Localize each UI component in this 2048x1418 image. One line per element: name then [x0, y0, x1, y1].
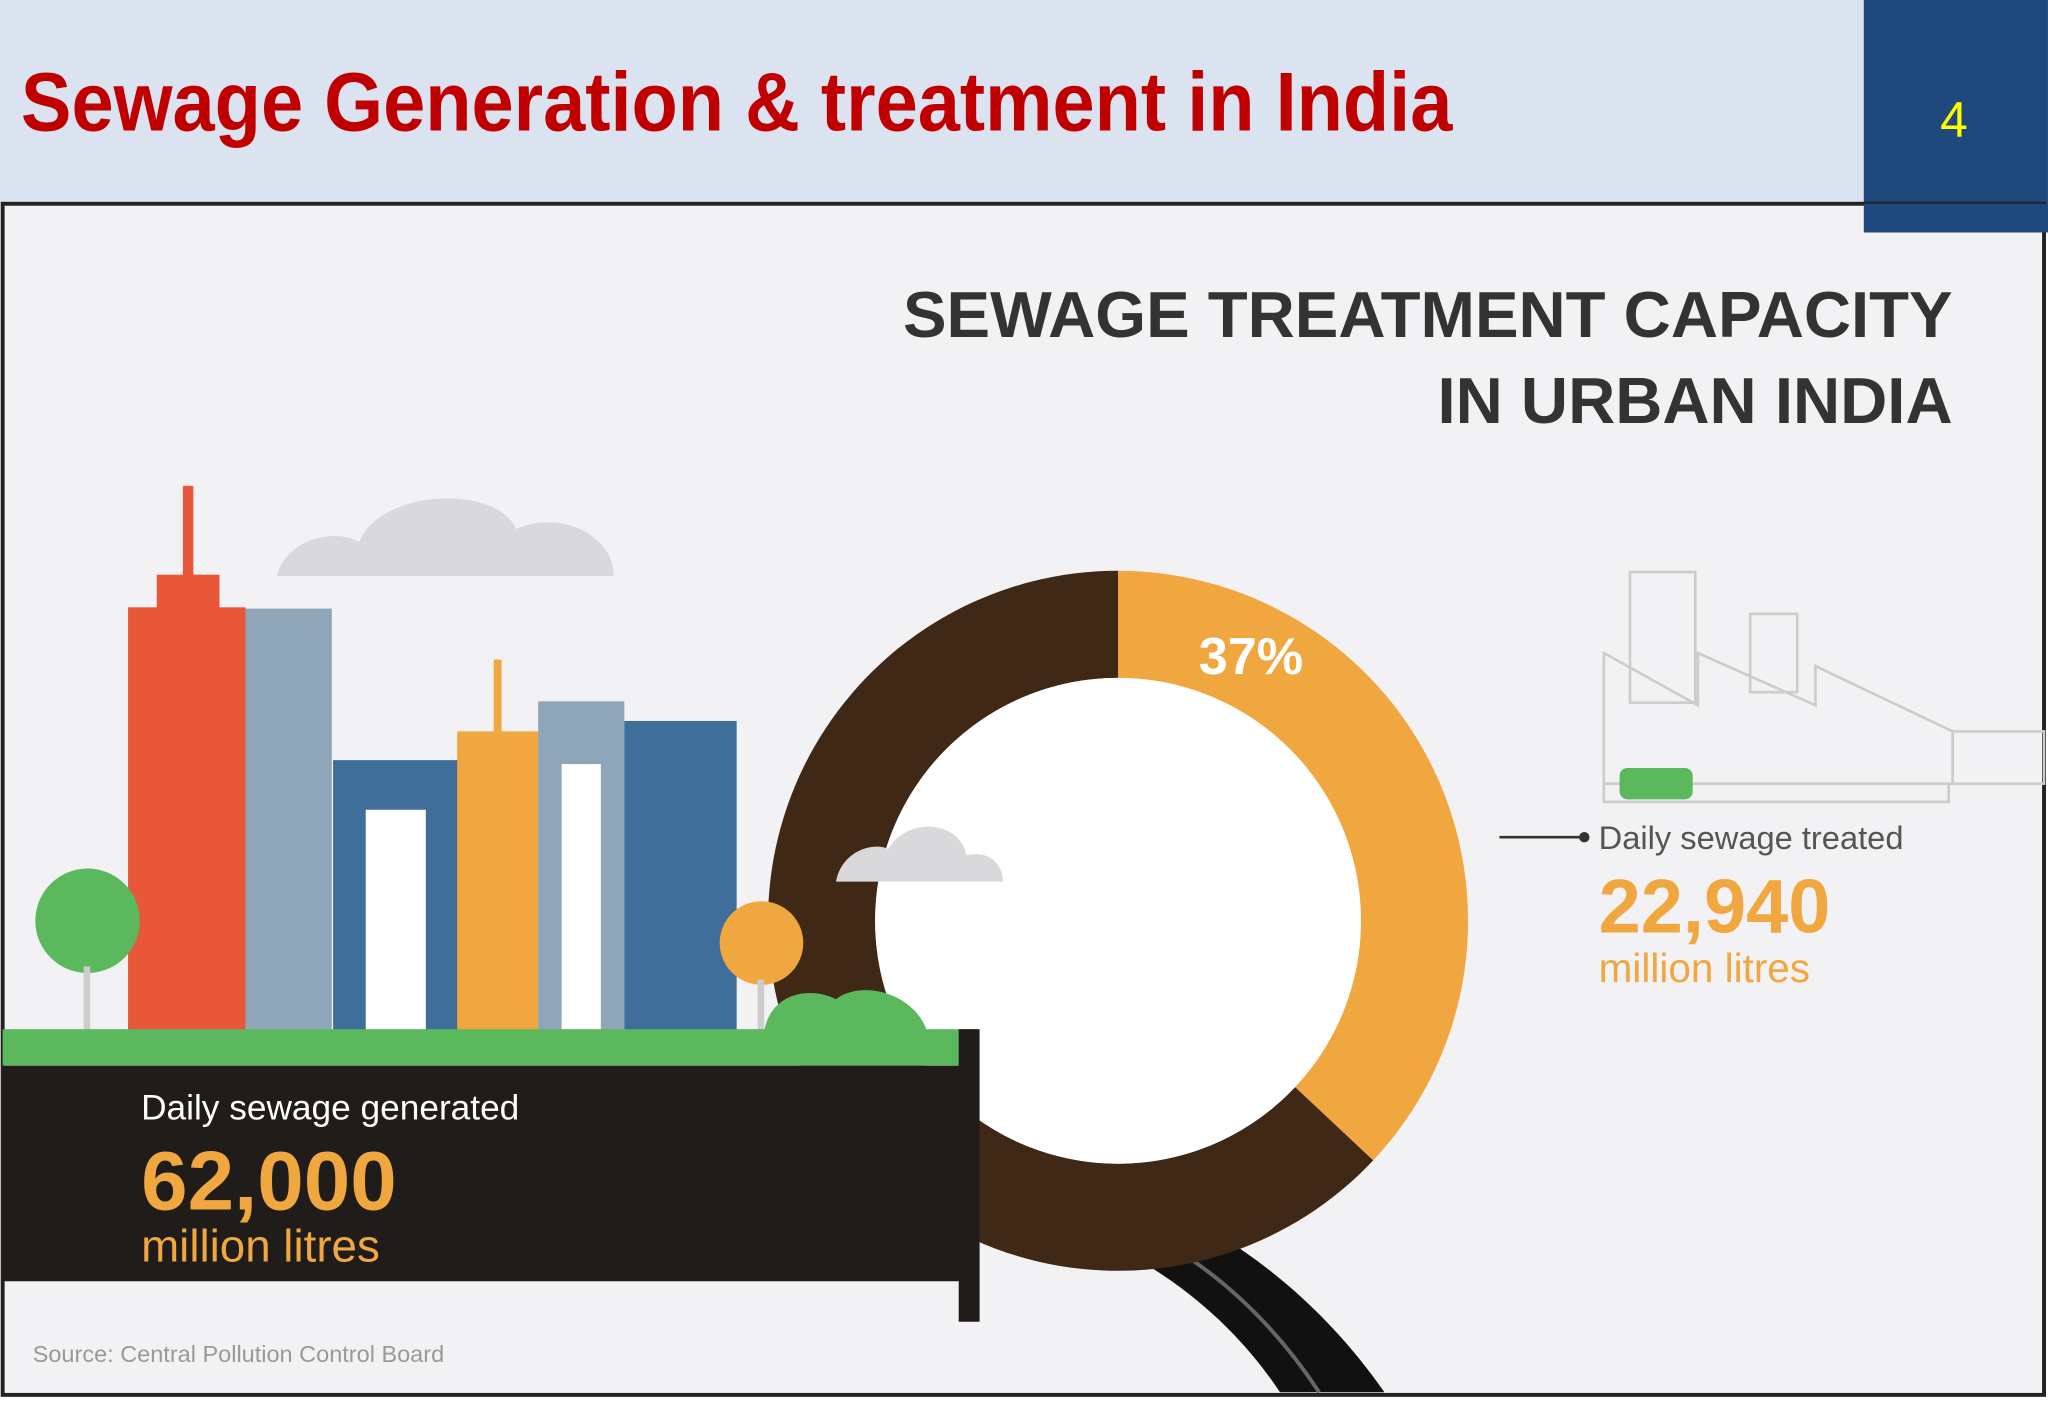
ground: [2, 1029, 977, 1066]
cloud: [276, 498, 614, 576]
page-number: 4: [1940, 92, 1968, 148]
infographic: 37% SEWAGE TRE: [0, 201, 2048, 1397]
slide-title: Sewage Generation & treatment in India: [21, 55, 1454, 149]
treated-unit: million litres: [1599, 945, 1810, 991]
source: Source: Central Pollution Control Board: [33, 1341, 444, 1367]
treated-amount: 22,940: [1599, 865, 1831, 950]
donut-hole: [875, 677, 1361, 1164]
pipe: [958, 1029, 980, 1322]
header-band: [0, 0, 2048, 203]
generated-amount: 62,000: [141, 1133, 397, 1227]
cloud: [835, 826, 1004, 882]
value-label: 37%: [1199, 628, 1304, 686]
page-number-box-tail: [1863, 203, 2048, 233]
truck: [1619, 767, 1693, 800]
city: [35, 485, 928, 1032]
donut-segment: [1118, 570, 1469, 1161]
chart-title-line: IN URBAN INDIA: [1438, 364, 1953, 437]
chart-title-line: SEWAGE TREATMENT CAPACITY: [903, 278, 1953, 351]
generated-unit: million litres: [141, 1221, 380, 1272]
generated-label: Daily sewage generated: [141, 1088, 519, 1127]
factory: [1602, 570, 2046, 804]
leader-dot: [1579, 831, 1590, 843]
treated-label: Daily sewage treated: [1599, 819, 1904, 856]
generated-panel: [2, 1065, 977, 1282]
page-number-box: [1863, 0, 2048, 233]
